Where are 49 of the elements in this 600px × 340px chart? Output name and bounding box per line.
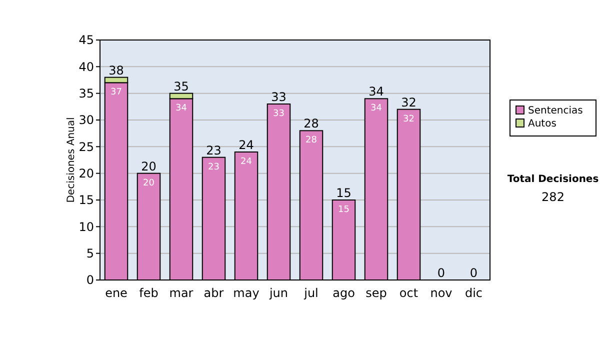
x-tick-label: nov <box>430 286 452 300</box>
y-tick-label: 25 <box>78 140 94 154</box>
data-label: 15 <box>338 205 350 215</box>
x-tick-label: ago <box>332 286 355 300</box>
total-label: 32 <box>401 95 416 110</box>
data-label: 24 <box>240 157 252 167</box>
total-label: 33 <box>271 90 286 104</box>
total-label: 15 <box>336 186 352 200</box>
x-tick-label: abr <box>204 286 224 300</box>
data-label: 28 <box>306 136 318 146</box>
data-label: 34 <box>176 104 188 114</box>
x-tick-label: dic <box>464 286 483 300</box>
legend-label: Sentencias <box>528 106 583 116</box>
data-label: 32 <box>403 114 414 124</box>
x-tick-label: feb <box>139 286 158 300</box>
x-tick-label: mar <box>169 286 194 300</box>
data-label: 33 <box>273 109 284 119</box>
y-tick-label: 40 <box>78 60 94 74</box>
total-label: 0 <box>470 266 478 280</box>
legend-label: Autos <box>528 118 556 130</box>
total-label: 23 <box>206 143 222 158</box>
y-tick-label: 15 <box>78 193 94 208</box>
total-label: 38 <box>108 63 124 78</box>
x-tick-label: jul <box>303 286 318 300</box>
y-tick-label: 20 <box>78 166 94 181</box>
y-tick-label: 30 <box>78 113 94 128</box>
y-tick-label: 35 <box>78 86 94 101</box>
y-tick-label: 10 <box>78 220 94 234</box>
total-label: 0 <box>437 266 446 280</box>
data-label: 20 <box>143 178 155 188</box>
y-tick-label: 45 <box>78 33 94 48</box>
total-label: 24 <box>238 138 254 152</box>
y-tick-label: 5 <box>86 246 94 261</box>
x-tick-label: oct <box>399 286 418 300</box>
total-label: 28 <box>304 116 319 131</box>
x-tick-label: sep <box>366 286 387 300</box>
text: Total Decisiones <box>507 174 599 185</box>
total-label: 35 <box>174 79 189 94</box>
x-tick-label: may <box>233 286 260 300</box>
data-label: 37 <box>110 88 122 98</box>
total-label: 20 <box>141 159 156 174</box>
data-label: 34 <box>370 104 382 114</box>
total-label: 34 <box>368 84 384 99</box>
y-tick-label: 0 <box>86 273 94 288</box>
x-tick-label: jun <box>268 286 288 300</box>
text: 282 <box>542 190 564 204</box>
data-label: 23 <box>208 162 220 172</box>
y-axis-title: Decisiones Anual <box>66 117 77 203</box>
x-tick-label: ene <box>105 286 128 300</box>
